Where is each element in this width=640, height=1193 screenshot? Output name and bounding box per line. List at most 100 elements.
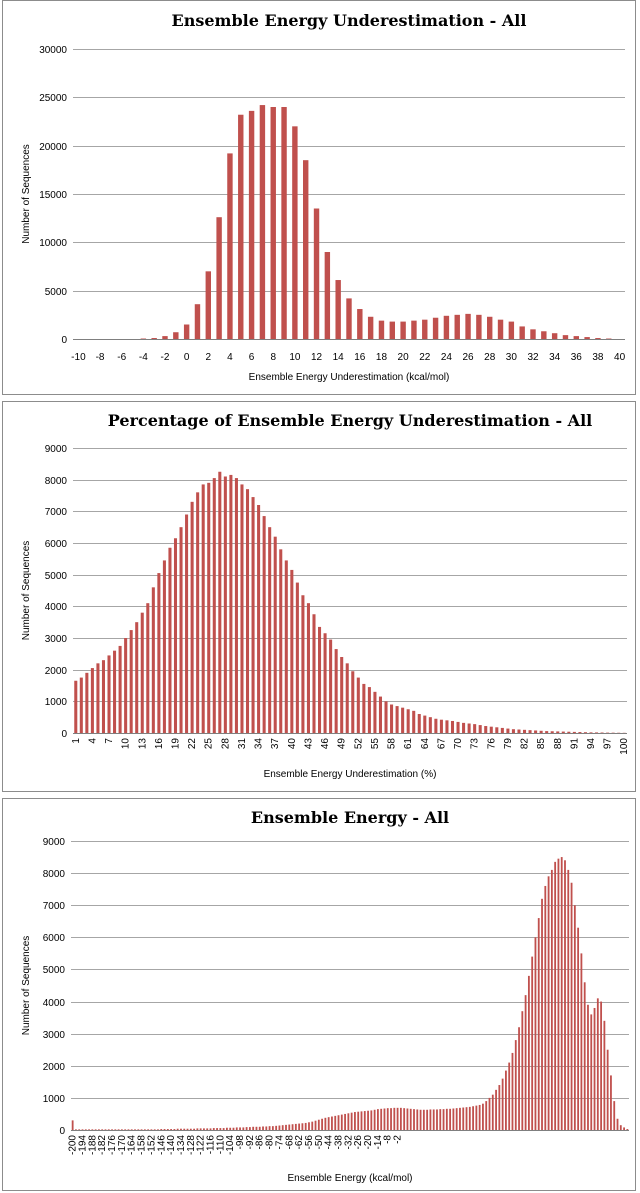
x-tick-label: -152 [146,1135,157,1155]
bar [573,336,579,339]
bar [462,722,466,733]
bar [81,1129,84,1130]
bar [556,731,560,733]
bar [168,547,172,733]
bar [456,721,460,733]
y-tick-label: 7000 [43,901,66,912]
bar [301,595,305,733]
bar [140,1129,143,1130]
bar [495,727,499,733]
bar [190,501,194,733]
bar [500,727,504,733]
bar [436,1109,438,1130]
y-tick-label: 6000 [43,933,66,944]
bar [567,731,571,733]
x-tick-label: -4 [139,352,148,363]
x-tick-label: 79 [503,738,514,750]
bar [426,1109,429,1130]
bar [113,650,117,733]
x-axis-label: Ensemble Energy (kcal/mol) [287,1173,412,1184]
x-tick-label: 49 [337,738,348,750]
bar [413,1109,415,1130]
y-tick-label: 9000 [43,837,66,848]
bar [334,1115,337,1130]
y-tick-label: 1000 [43,1094,66,1105]
bar [71,1120,74,1130]
bar [378,320,385,339]
chart-title: Ensemble Energy Underestimation - All [172,11,527,30]
x-tick-label: 25 [204,738,215,750]
bar [275,1125,278,1130]
x-tick-label: 14 [333,352,345,363]
bar [606,1049,609,1130]
bar [623,1127,625,1130]
bar [180,1128,182,1130]
bar [518,1027,520,1130]
bar [445,720,449,733]
bar [257,505,261,733]
bar [324,1117,327,1130]
y-axis-label: Number of Sequences [21,541,32,641]
bar [567,869,570,1130]
bar [304,1122,307,1130]
bar [271,1126,274,1130]
bar [251,497,255,733]
x-tick-label: 70 [453,738,464,750]
bar [541,898,543,1130]
bar [314,1120,317,1130]
bar [78,1129,81,1130]
x-tick-label: -26 [353,1135,364,1150]
bar [252,1126,255,1130]
chart-underestimation-percent: Percentage of Ensemble Energy Underestim… [21,411,630,780]
y-tick-label: 3000 [45,634,68,645]
bar [223,476,227,733]
x-tick-label: 2 [206,352,212,363]
bar [423,715,427,733]
bar [312,614,316,733]
bar [508,321,515,339]
y-tick-label: 4000 [45,602,68,613]
bar [416,1109,419,1130]
bar [346,298,352,339]
bar [96,663,100,733]
x-tick-label: -92 [245,1135,256,1150]
bar [150,1129,153,1130]
bar [219,1128,222,1130]
bar [179,527,183,733]
bar [442,1109,445,1130]
bar [242,1127,245,1130]
bar [345,663,349,733]
bar [527,975,530,1130]
bar [455,1108,458,1130]
bar [194,304,201,339]
x-tick-label: 32 [527,352,539,363]
bar [395,706,399,733]
x-tick-label: 55 [370,738,381,750]
bar [135,622,139,733]
bar [367,1110,369,1130]
bar [107,655,111,733]
x-tick-label: -194 [77,1135,88,1155]
y-axis-label: Number of Sequences [21,936,32,1036]
bar [475,1105,478,1130]
bar [281,107,287,339]
y-tick-label: 8000 [45,476,68,487]
bar [98,1129,100,1130]
bar [422,319,428,339]
bar [561,731,565,733]
y-tick-label: 4000 [43,998,66,1009]
x-tick-label: 8 [270,352,276,363]
bar [572,731,576,733]
x-tick-label: -10 [71,352,86,363]
x-tick-label: 88 [553,738,564,750]
x-tick-label: -8 [96,352,105,363]
bar [587,1004,589,1130]
x-tick-label: 36 [571,352,583,363]
x-tick-label: 26 [462,352,474,363]
bar [545,731,549,733]
bar [351,671,355,733]
bar [384,701,388,733]
x-tick-label: -110 [215,1135,226,1155]
bar [626,1129,629,1130]
x-tick-label: 40 [614,352,626,363]
